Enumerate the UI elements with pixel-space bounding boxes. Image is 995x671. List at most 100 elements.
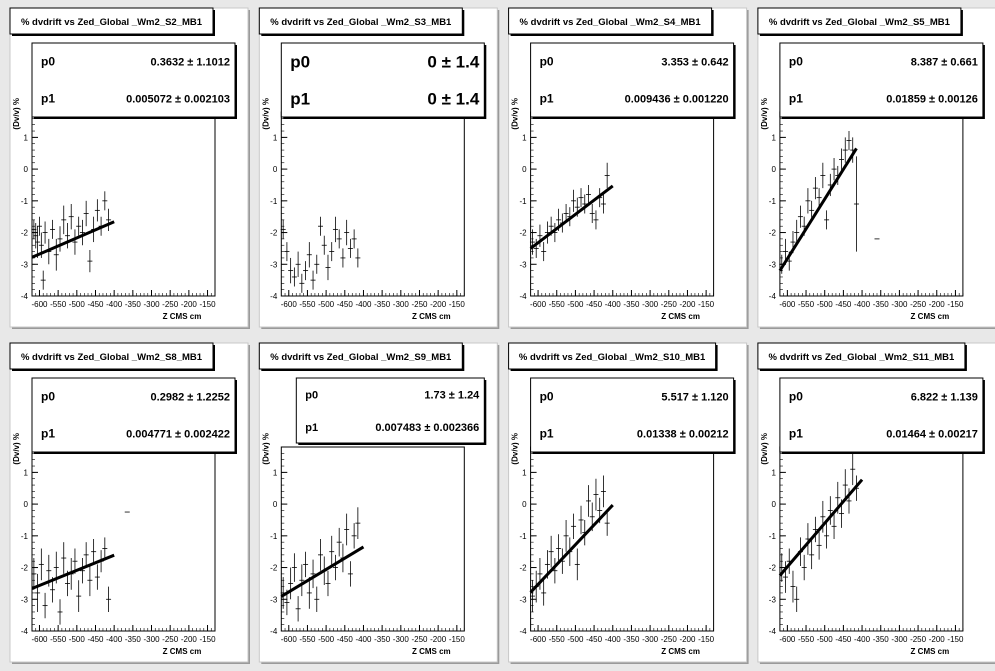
x-tick-label: -500 xyxy=(567,300,584,309)
stat-name: p0 xyxy=(290,53,310,72)
data-point xyxy=(57,226,63,252)
data-point xyxy=(295,251,301,277)
x-tick-label: -500 xyxy=(318,300,335,309)
x-axis-label: Z CMS cm xyxy=(661,647,700,656)
data-point xyxy=(42,592,48,619)
x-tick-label: -500 xyxy=(69,635,86,644)
data-point xyxy=(83,200,89,227)
y-tick-label: -2 xyxy=(270,229,278,238)
x-tick-label: -150 xyxy=(698,635,715,644)
data-point xyxy=(839,148,845,171)
x-tick-label: -450 xyxy=(586,300,603,309)
data-point xyxy=(347,561,353,587)
stats-box xyxy=(295,377,485,444)
data-point xyxy=(76,580,82,612)
x-tick-label: -500 xyxy=(69,300,86,309)
chart-panel: -4-3-2-101-600 -550 -500 -450 -400 -350 -300 -2… xyxy=(757,7,995,329)
data-point xyxy=(541,580,547,606)
chart-panel: -4-3-2-101-600 -550 -500 -450 -400 -350 -300 -2… xyxy=(508,342,749,664)
data-point xyxy=(87,564,93,597)
stat-name: p1 xyxy=(41,92,55,106)
x-axis-label: Z CMS cm xyxy=(412,647,451,656)
stats-box xyxy=(31,377,236,453)
x-tick-label: -600 xyxy=(779,635,796,644)
data-point xyxy=(578,505,584,535)
x-tick-label: -550 xyxy=(549,635,566,644)
x-tick-label: -200 xyxy=(181,635,198,644)
x-tick-label: -550 xyxy=(798,300,815,309)
title-box xyxy=(9,342,214,370)
data-point xyxy=(846,131,852,151)
stat-value: 0.01464 ± 0.00217 xyxy=(886,429,978,441)
x-tick-label: -550 xyxy=(50,635,67,644)
data-point xyxy=(36,216,42,236)
stat-name: p1 xyxy=(789,92,803,106)
title-box xyxy=(757,342,966,370)
y-tick-label: -4 xyxy=(519,292,527,301)
title-box xyxy=(508,342,717,370)
data-point xyxy=(831,158,837,181)
y-tick-label: -1 xyxy=(270,532,278,541)
chart-title: % dvdrift vs Zed_Global _Wm2_S8_MB1 xyxy=(21,352,203,363)
x-tick-label: -150 xyxy=(200,635,217,644)
data-point xyxy=(344,513,350,546)
stat-name: p0 xyxy=(789,390,803,404)
y-tick-label: -1 xyxy=(21,532,29,541)
y-tick-label: -3 xyxy=(769,595,777,604)
x-tick-label: -400 xyxy=(106,300,123,309)
y-tick-label: -1 xyxy=(519,532,527,541)
x-tick-label: -350 xyxy=(623,300,640,309)
plot-frame xyxy=(530,111,715,297)
data-point xyxy=(303,551,309,578)
data-point xyxy=(336,527,342,557)
y-tick-label: -3 xyxy=(519,260,527,269)
x-tick-label: -250 xyxy=(910,635,927,644)
y-axis-label: (Dv/v) % xyxy=(261,98,270,130)
y-tick-label: -1 xyxy=(519,197,527,206)
data-point xyxy=(812,177,818,200)
data-point xyxy=(344,219,350,246)
data-point xyxy=(604,510,610,536)
data-point xyxy=(812,516,818,543)
x-tick-label: -450 xyxy=(835,300,852,309)
data-point xyxy=(853,156,859,252)
x-tick-label: -450 xyxy=(87,300,104,309)
data-point xyxy=(31,558,37,590)
data-point xyxy=(850,453,856,486)
stat-value: 1.73 ± 1.24 xyxy=(424,389,480,401)
fit-line xyxy=(778,478,864,577)
data-point xyxy=(94,199,100,222)
x-tick-label: -200 xyxy=(679,300,696,309)
data-point xyxy=(321,235,327,255)
data-point xyxy=(355,507,361,539)
y-tick-label: 1 xyxy=(273,468,278,477)
data-point xyxy=(102,537,108,560)
stat-value: 0.3632 ± 1.1012 xyxy=(151,57,230,69)
stat-name: p1 xyxy=(789,427,803,441)
x-tick-label: -250 xyxy=(411,300,428,309)
data-point xyxy=(332,554,338,581)
y-axis-label: (Dv/v) % xyxy=(12,98,21,130)
data-point xyxy=(72,229,78,255)
data-point xyxy=(827,496,833,525)
data-point xyxy=(303,261,309,281)
y-tick-label: -4 xyxy=(270,627,278,636)
y-tick-label: -1 xyxy=(270,197,278,206)
data-point xyxy=(306,577,312,609)
chart-panel: -4-3-2-101-600 -550 -500 -450 -400 -350 -300 -2… xyxy=(757,342,995,664)
plot-frame xyxy=(280,111,465,297)
plot-frame xyxy=(31,446,216,632)
y-tick-label: -2 xyxy=(270,564,278,573)
data-point xyxy=(318,216,324,236)
data-point xyxy=(35,226,41,258)
y-tick-label: -2 xyxy=(769,564,777,573)
stat-value: 0.004771 ± 0.002422 xyxy=(126,429,230,441)
data-point xyxy=(571,189,577,212)
data-point xyxy=(325,254,331,281)
x-tick-label: -200 xyxy=(181,300,198,309)
x-tick-label: -450 xyxy=(835,635,852,644)
x-tick-label: -600 xyxy=(31,635,48,644)
data-point xyxy=(310,270,316,290)
data-point xyxy=(805,188,811,214)
data-point xyxy=(79,219,85,246)
